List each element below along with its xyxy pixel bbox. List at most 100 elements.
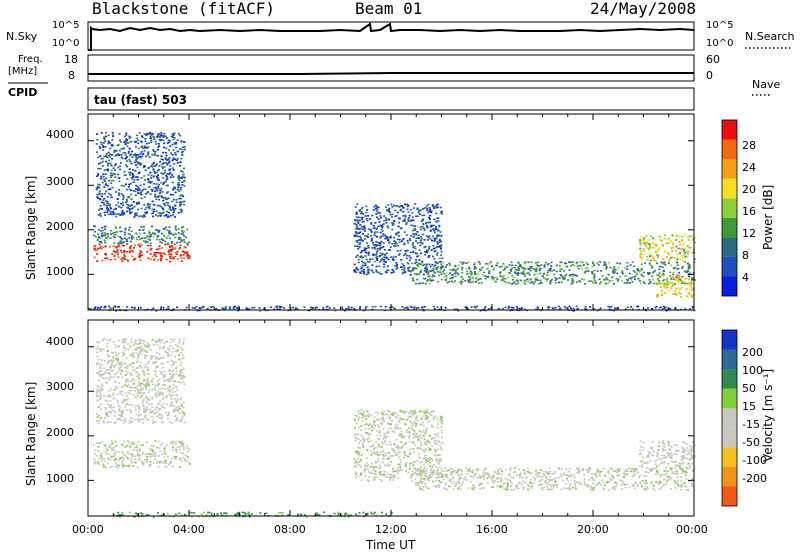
power-cell-3 [325,306,328,308]
power-cell-2 [152,203,155,206]
power-cell-4 [359,251,362,254]
velocity-cell-3 [398,456,401,458]
power-cell-5 [661,262,664,264]
power-cell-2 [110,176,113,179]
power-cell-2 [145,146,148,149]
velocity-cell-1 [167,361,169,363]
power-cell-4 [416,207,419,210]
power-cell-5 [558,269,561,272]
power-cell-5 [566,265,569,268]
velocity-cell-1 [176,419,179,421]
power-cell-6 [691,234,694,237]
power-cell-3 [185,306,188,309]
power-cell-2 [100,143,103,146]
power-cell-6 [679,258,682,261]
power-cell-1 [120,241,123,244]
power-cell-4 [355,225,358,228]
power-cell-3 [388,306,391,309]
velocity-cell-0 [147,453,150,455]
power-cell-3 [626,306,629,308]
power-cell-5 [457,273,460,276]
power-cell-1 [101,229,104,232]
velocity-cell-3 [434,442,437,444]
power-cell-4 [441,257,444,260]
power-cell-6 [643,242,646,245]
power-cell-5 [524,275,526,277]
velocity-cell-1 [180,418,183,421]
power-cell-5 [621,279,624,282]
power-cell-4 [386,236,388,238]
power-cell-2 [97,167,100,170]
velocity-cell-1 [145,401,148,403]
power-cell-3 [490,306,493,309]
power-cell-2 [135,158,138,160]
velocity-cell-3 [363,469,366,472]
power-cell-5 [578,264,581,267]
velocity-cell-0 [112,446,115,449]
power-cell-5 [478,268,481,270]
power-cell-3 [564,307,567,309]
power-cell-2 [158,133,160,135]
power-cell-2 [154,172,156,174]
power-cell-2 [158,168,160,171]
power-cell-4 [378,242,381,244]
velocity-cell-1 [158,414,161,416]
velocity-cell-1 [134,340,137,342]
velocity-cell-1 [129,420,131,422]
velocity-cell-2 [140,512,143,514]
velocity-cell-1 [130,372,132,375]
power-cell-5 [422,264,425,266]
power-cell-1 [184,236,187,239]
power-cell-4 [395,255,397,258]
power-cell-0 [128,251,131,254]
power-cell-2 [183,167,185,170]
power-cell-5 [541,275,544,278]
velocity-cell-3 [367,464,370,466]
power-cell-2 [137,179,140,181]
power-cell-3 [501,308,504,310]
power-cell-4 [371,214,374,217]
power-cell-3 [365,306,368,308]
power-cell-2 [103,203,106,206]
velocity-cell-3 [441,476,444,478]
power-cell-4 [417,211,420,214]
power-cell-5 [496,278,499,281]
velocity-cell-1 [167,370,170,372]
velocity-cell-0 [148,455,151,458]
velocity-cell-3 [356,422,359,425]
power-cell-4 [367,233,370,236]
velocity-cell-3 [411,427,414,429]
power-cell-5 [468,272,471,275]
velocity-cell-1 [121,390,124,393]
power-cell-5 [527,261,530,263]
power-cell-3 [353,308,356,310]
velocity-cell-0 [127,452,129,455]
power-cell-7 [688,293,691,296]
power-cell-3 [558,308,561,311]
velocity-cell-1 [117,358,119,360]
power-cell-2 [107,213,110,216]
velocity-cell-1 [158,378,161,381]
velocity-cell-1 [146,372,149,375]
power-cell-1 [163,235,166,238]
power-cell-5 [485,263,488,265]
power-cell-3 [295,307,298,310]
power-cell-5 [539,279,542,282]
velocity-cell-1 [179,408,182,410]
power-cell-5 [549,279,552,282]
power-cell-2 [147,179,150,181]
power-cell-2 [183,176,186,179]
power-cell-6 [680,255,683,257]
power-cell-1 [147,230,150,232]
velocity-cell-1 [108,394,110,396]
velocity-cell-0 [122,465,125,468]
velocity-cell-3 [436,461,439,464]
velocity-cell-1 [155,367,157,369]
power-cell-0 [150,247,153,250]
power-cell-4 [437,229,440,232]
power-cell-2 [144,138,147,140]
velocity-cell-1 [138,407,141,409]
power-cell-2 [174,153,177,156]
power-cell-4 [361,216,364,219]
power-cell-1 [98,236,101,239]
